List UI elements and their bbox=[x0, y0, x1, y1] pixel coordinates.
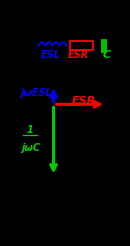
Text: C: C bbox=[102, 50, 110, 60]
Text: jωC: jωC bbox=[21, 143, 40, 153]
Text: ESL: ESL bbox=[41, 50, 60, 60]
Text: ESR: ESR bbox=[68, 50, 89, 60]
Bar bbox=[70, 42, 93, 50]
Text: ESR: ESR bbox=[72, 95, 96, 106]
Text: 1: 1 bbox=[27, 125, 34, 135]
Text: jωESL: jωESL bbox=[20, 88, 52, 98]
